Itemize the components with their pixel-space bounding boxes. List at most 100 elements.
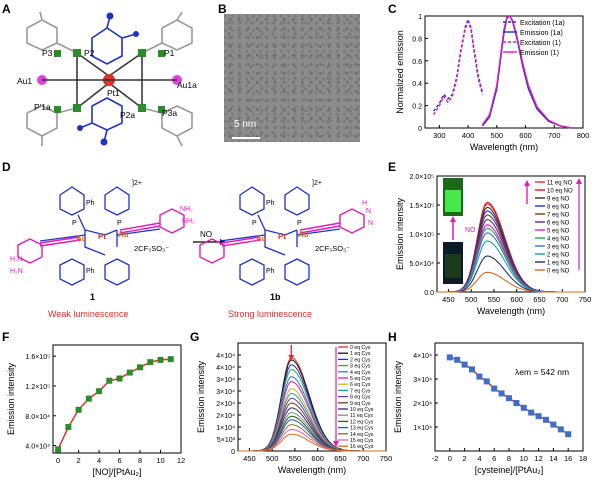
data-point-3 (85, 395, 92, 402)
y-tick-label-2: 1×10⁴ (216, 425, 235, 432)
x-tick-label-4: 650 (533, 295, 546, 304)
data-point-8 (137, 364, 144, 371)
x-tick-label-3: 600 (510, 295, 523, 304)
chart-f-titration-no: 0 2 4 6 8 10 12 4.0×10⁴ 8.0×10⁴ 1.2×10⁵ 1.6×10⁵ [NO… (6, 344, 185, 477)
x-tick-label-2: 4 (97, 456, 101, 465)
legend-label-0: 11 eq NO (547, 181, 573, 187)
fit-line (57, 358, 171, 450)
x-tick-label-1: 500 (465, 295, 478, 304)
data-point-9 (513, 400, 520, 406)
y-tick-label-2: 1.0×10⁵ (409, 232, 434, 239)
compound-1-label: Weak luminescence (48, 309, 128, 319)
x-tick-label-6: 10 (520, 454, 528, 463)
y-tick-label-1: 5×10³ (217, 437, 236, 444)
panel-letter-h: H (388, 330, 397, 344)
tem-image (224, 14, 360, 142)
cmpd1-nh2-a: NH₂ (180, 206, 193, 213)
series-line-2 (433, 19, 484, 115)
cmpd1-au-right: Au (118, 230, 129, 239)
x-tick-label-6: 12 (177, 456, 185, 465)
scale-bar (232, 137, 260, 139)
panel-letter-b: B (218, 2, 227, 16)
data-point-6 (491, 385, 498, 392)
y-tick-label-3: 1.5×10⁵ (409, 203, 434, 210)
cmpd1-h2n-b: H₂N (10, 268, 23, 275)
x-tick-label-7: 12 (534, 454, 542, 463)
legend-label-6: 5 eq NO (547, 229, 570, 235)
legend-label-14: 14 eq Cys (350, 432, 374, 438)
label-pt1: Pt1 (107, 88, 120, 98)
data-point-11 (167, 356, 174, 363)
x-tick-label-0: 0 (56, 456, 60, 465)
wavelength-annotation: λem = 542 nm (515, 367, 569, 377)
y-axis-label: Emission intensity (395, 197, 405, 270)
chart-h-titration-cys: -2 0 2 4 6 8 10 12 14 16 18 1×10⁴ 2×10⁴ 3×10⁴ 4×10⁴ [cy… (393, 342, 587, 475)
legend-label-5: 6 eq NO (547, 221, 570, 227)
y-tick-label-2: 1.2×10⁵ (25, 384, 50, 391)
y-tick-label-8: 4×10⁴ (216, 353, 235, 360)
x-tick-label-2: 2 (463, 454, 467, 463)
y-tick-label-1: 8.0×10⁴ (25, 414, 50, 421)
y-axis-label: Emission intensity (393, 360, 403, 433)
cmpd1b-n-b: N (368, 220, 373, 227)
x-tick-label-1: 0 (448, 454, 452, 463)
x-tick-label-6: 750 (579, 295, 592, 304)
data-point-7 (498, 390, 505, 397)
legend-label-0: Excitation (1a) (520, 20, 565, 27)
y-tick-label-2: 3×10⁴ (413, 377, 432, 384)
panel-letter-f: F (2, 330, 10, 344)
x-axis-label: [cysteine]/[PtAu₂] (475, 465, 544, 475)
y-tick-label-4: 0.8 (412, 36, 422, 43)
x-tick-label-3: 600 (519, 131, 532, 140)
compound-1-number: 1 (90, 292, 95, 302)
legend-label-6: 6 eq Cys (350, 382, 371, 388)
y-tick-label-5: 1 (418, 14, 422, 21)
legend-label-15: 15 eq Cys (350, 438, 374, 444)
legend-label-2: 2 eq Cys (350, 357, 371, 363)
plot-frame (424, 15, 584, 129)
x-tick-label-2: 550 (289, 454, 302, 463)
legend-label-9: 9 eq Cys (350, 401, 371, 407)
series-line-16 (238, 433, 386, 452)
y-tick-label-0: 0 (418, 126, 422, 133)
cmpd1b-ph-2: Ph (266, 268, 275, 275)
legend-label-5: 5 eq Cys (350, 376, 371, 382)
series-line-11 (437, 271, 585, 293)
x-tick-label-4: 8 (138, 456, 142, 465)
legend-label-13: 13 eq Cys (350, 426, 374, 432)
legend-label-4: 7 eq NO (547, 213, 570, 219)
cmpd1-au-left: Au (76, 234, 87, 243)
data-point-5 (106, 377, 113, 384)
cmpd1b-au-left: Au (256, 234, 267, 243)
x-tick-label-1: 400 (462, 131, 475, 140)
vial-bright-glow (445, 190, 461, 212)
legend-label-0: 0 eq Cys (350, 345, 371, 351)
label-p1a: P'1a (34, 102, 51, 112)
vial-dark-glow (445, 254, 461, 278)
reaction-scheme: Ph Ph P P ]2+ NH₂ NH₂ H₂N H₂N Au Pt Au 2… (10, 180, 373, 319)
cmpd1b-au-right: Au (298, 230, 309, 239)
label-p2: P2 (84, 48, 95, 58)
cmpd1b-n-a: N (366, 208, 371, 215)
data-point-10 (520, 404, 527, 411)
y-axis-label: Emission intensity (6, 362, 16, 435)
legend-label-7: 7 eq Cys (350, 388, 371, 394)
x-tick-label-3: 600 (311, 454, 324, 463)
legend-label-7: 4 eq NO (547, 237, 570, 243)
counterion-1b: 2CF₃SO₃⁻ (315, 244, 350, 253)
x-tick-label-0: 450 (243, 454, 256, 463)
y-tick-label-3: 1.6×10⁵ (25, 354, 50, 361)
plot-frame (237, 342, 387, 452)
legend-label-2: 9 eq NO (547, 197, 570, 203)
y-tick-label-3: 4×10⁴ (413, 353, 432, 360)
x-tick-label-5: 10 (156, 456, 164, 465)
data-point-5 (483, 378, 490, 385)
compound-1b-label: Strong luminescence (228, 309, 312, 319)
legend-arrowhead (576, 178, 582, 184)
legend-arrowhead (333, 441, 339, 447)
y-tick-label-5: 3×10⁴ (216, 389, 235, 396)
y-tick-label-7: 4×10⁴ (216, 365, 235, 372)
data-point-12 (535, 413, 542, 420)
cmpd1b-h: H (362, 200, 367, 207)
label-p3a: P3a (162, 108, 177, 118)
